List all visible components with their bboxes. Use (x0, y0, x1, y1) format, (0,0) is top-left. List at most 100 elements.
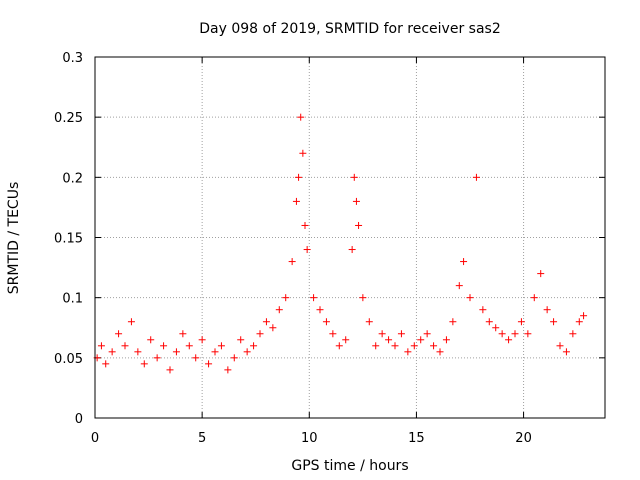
data-point (385, 336, 393, 344)
data-point (108, 348, 116, 356)
data-point (237, 336, 245, 344)
data-point (575, 318, 583, 326)
data-point (147, 336, 155, 344)
data-point (160, 342, 168, 350)
data-point (121, 342, 129, 350)
data-point (372, 342, 380, 350)
x-tick-label: 15 (408, 431, 425, 446)
data-point (352, 197, 360, 205)
data-point (350, 173, 358, 181)
data-point (397, 330, 405, 338)
data-point (316, 306, 324, 314)
plot-frame (94, 56, 606, 419)
data-point (455, 282, 463, 290)
data-point (329, 330, 337, 338)
data-point (524, 330, 532, 338)
data-point (262, 318, 270, 326)
data-point (348, 246, 356, 254)
data-point (292, 197, 300, 205)
data-point (205, 360, 213, 368)
data-point (580, 312, 588, 320)
data-point (505, 336, 513, 344)
y-tick-label: 0.25 (54, 111, 83, 126)
data-point (299, 149, 307, 157)
data-point (115, 330, 123, 338)
data-point (269, 324, 277, 332)
y-tick-label: 0.1 (62, 292, 83, 307)
data-point (134, 348, 142, 356)
data-point (172, 348, 180, 356)
y-tick-label: 0.05 (54, 352, 83, 367)
data-point (466, 294, 474, 302)
data-point (355, 221, 363, 229)
data-point (322, 318, 330, 326)
data-point (530, 294, 538, 302)
data-point (550, 318, 558, 326)
data-point (275, 306, 283, 314)
data-point (230, 354, 238, 362)
data-point (472, 173, 480, 181)
data-point (217, 342, 225, 350)
data-point (256, 330, 264, 338)
data-points (93, 113, 588, 374)
data-point (211, 348, 219, 356)
data-point (250, 342, 258, 350)
data-point (295, 173, 303, 181)
data-point (543, 306, 551, 314)
data-point (442, 336, 450, 344)
data-point (198, 336, 206, 344)
data-point (303, 246, 311, 254)
y-axis-label: SRMTID / TECUs (6, 182, 22, 295)
data-point (140, 360, 148, 368)
x-tick-label: 10 (301, 431, 318, 446)
data-point (391, 342, 399, 350)
data-point (335, 342, 343, 350)
data-point (562, 348, 570, 356)
data-point (179, 330, 187, 338)
data-point (97, 342, 105, 350)
x-tick-label: 20 (515, 431, 532, 446)
axis-ticks: 0 0.05 0.1 0.15 0.2 0.25 0.3 0 5 10 15 20 (54, 51, 605, 446)
data-point (460, 258, 468, 266)
y-tick-label: 0 (75, 412, 83, 427)
grid (95, 57, 605, 418)
data-point (243, 348, 251, 356)
data-point (153, 354, 161, 362)
data-point (301, 221, 309, 229)
data-point (556, 342, 564, 350)
y-tick-label: 0.3 (62, 51, 83, 66)
data-point (185, 342, 193, 350)
data-point (288, 258, 296, 266)
data-point (417, 336, 425, 344)
x-axis-label: GPS time / hours (291, 458, 408, 474)
data-point (569, 330, 577, 338)
data-point (192, 354, 200, 362)
data-point (404, 348, 412, 356)
data-point (282, 294, 290, 302)
data-point (378, 330, 386, 338)
x-tick-label: 0 (91, 431, 99, 446)
data-point (102, 360, 110, 368)
data-point (310, 294, 318, 302)
chart-title: Day 098 of 2019, SRMTID for receiver sas… (199, 21, 501, 37)
data-point (410, 342, 418, 350)
data-point (127, 318, 135, 326)
data-point (365, 318, 373, 326)
data-point (224, 366, 232, 374)
y-tick-label: 0.2 (62, 171, 83, 186)
data-point (166, 366, 174, 374)
data-point (498, 330, 506, 338)
data-point (449, 318, 457, 326)
data-point (485, 318, 493, 326)
y-tick-label: 0.15 (54, 232, 83, 247)
data-point (479, 306, 487, 314)
data-point (430, 342, 438, 350)
x-tick-label: 5 (198, 431, 206, 446)
data-point (492, 324, 500, 332)
data-point (342, 336, 350, 344)
data-point (359, 294, 367, 302)
data-point (517, 318, 525, 326)
data-point (511, 330, 519, 338)
data-point (423, 330, 431, 338)
